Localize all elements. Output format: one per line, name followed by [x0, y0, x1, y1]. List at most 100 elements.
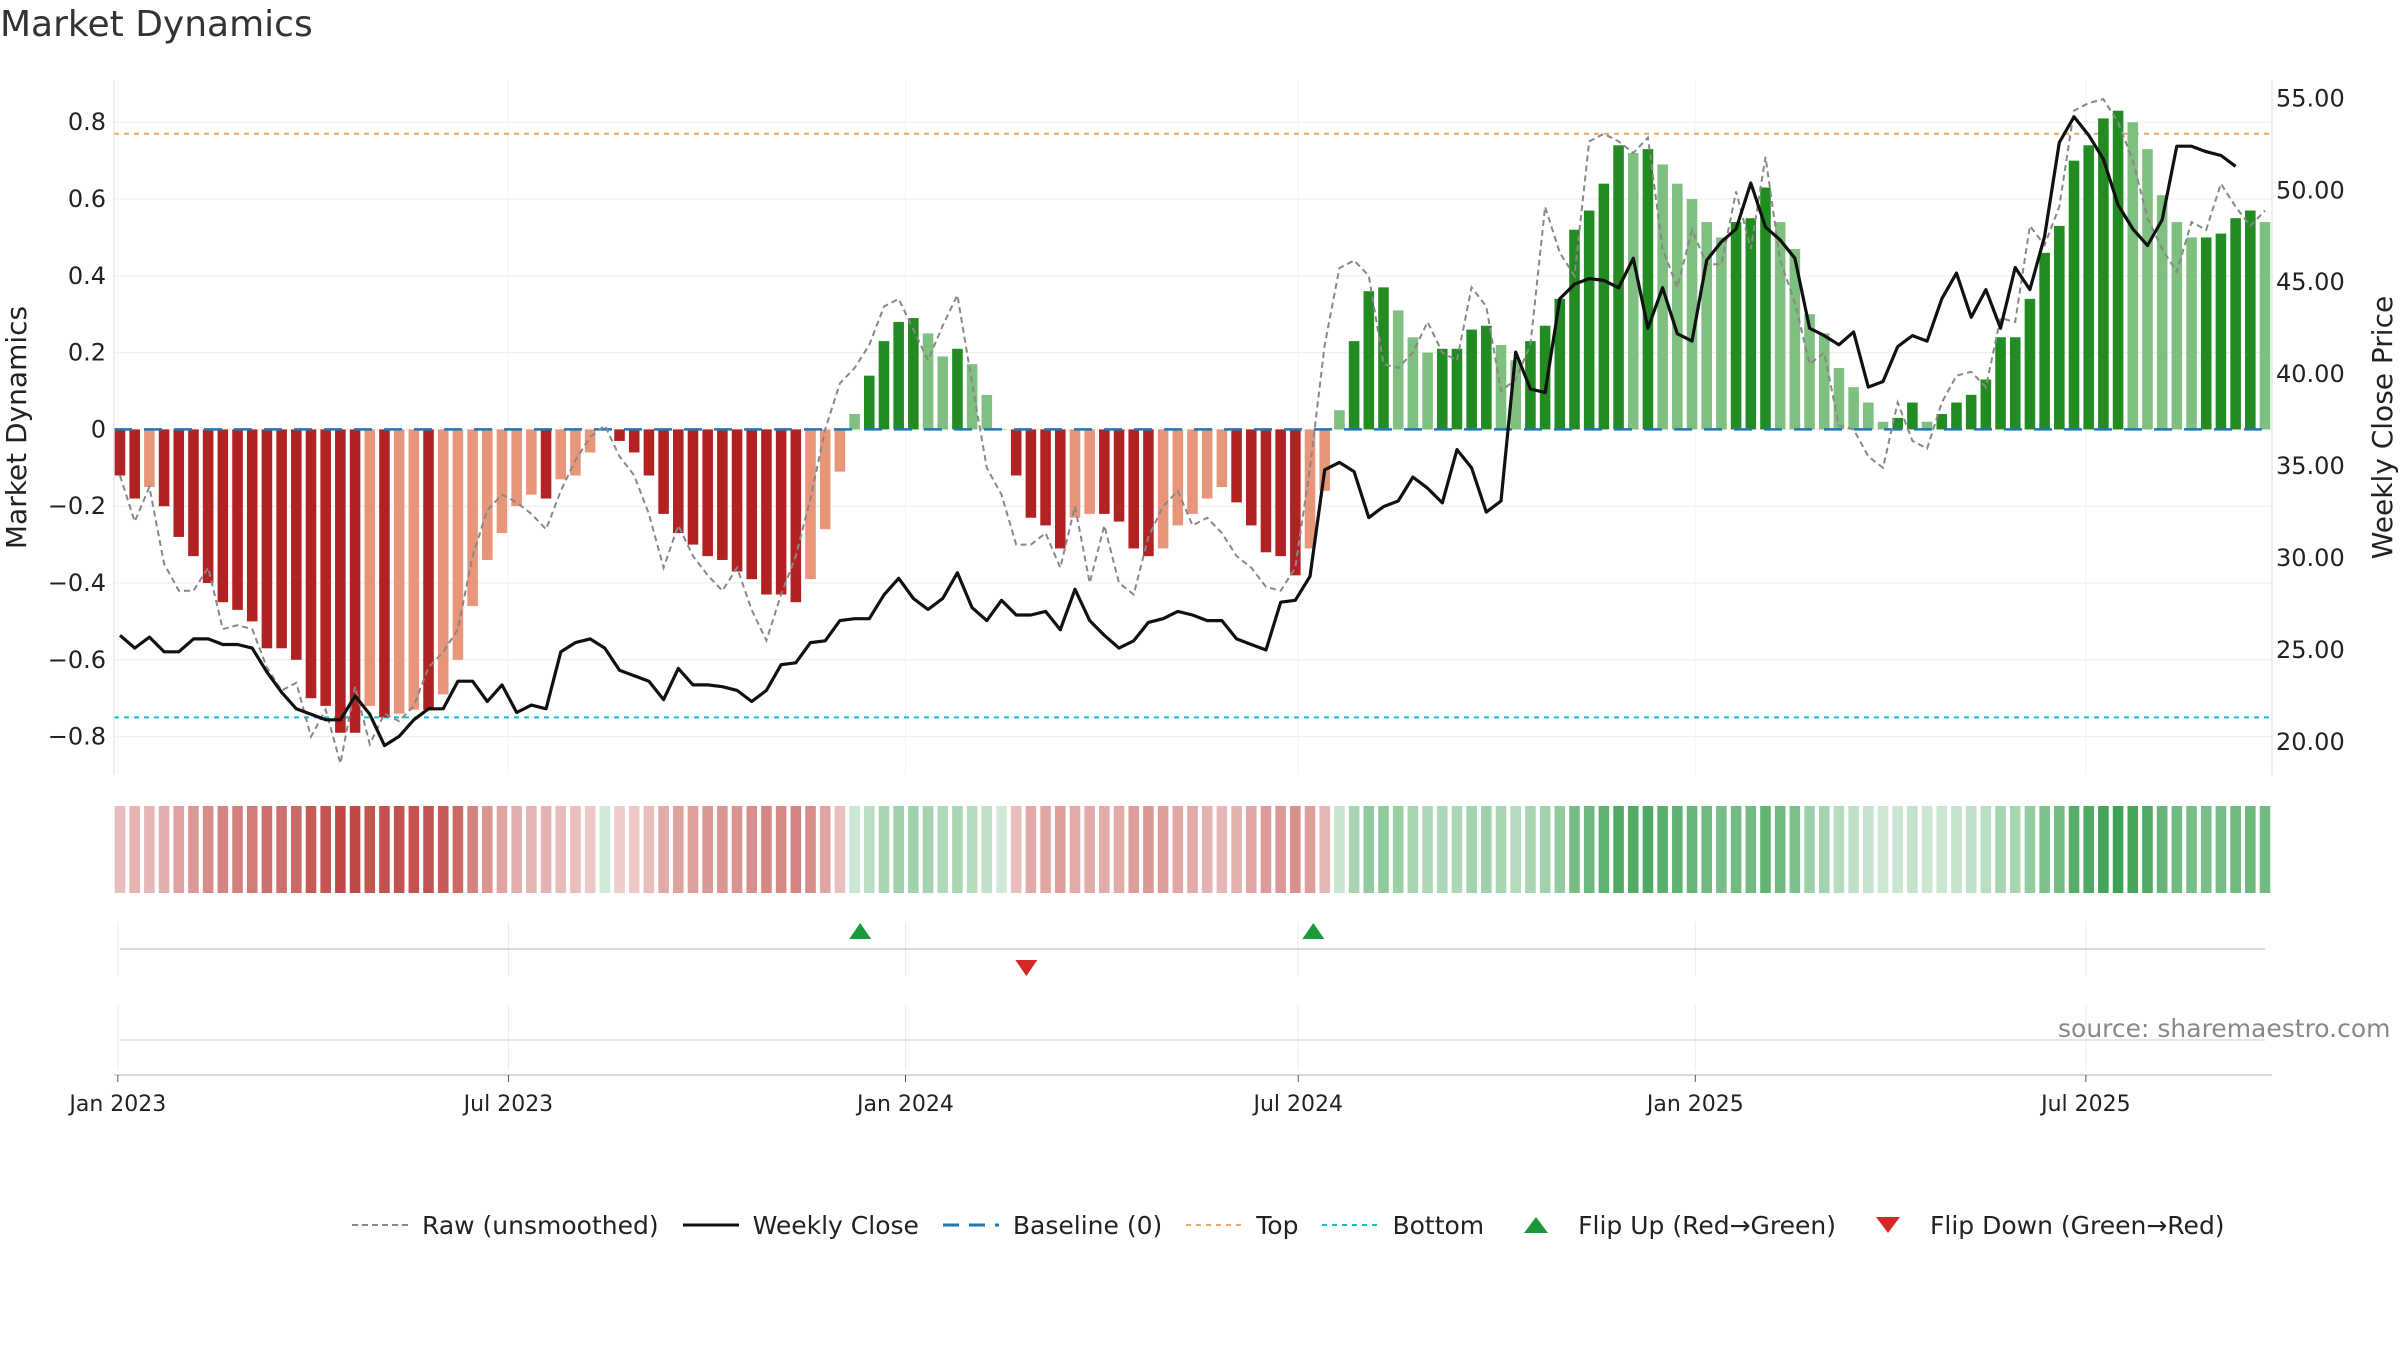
bar [1657, 164, 1668, 430]
strip-cell [2039, 806, 2050, 893]
strip-cell [893, 806, 904, 893]
x-tick-label: Jan 2024 [855, 1092, 954, 1117]
y-axis-title: Market Dynamics [0, 306, 33, 549]
bar [1422, 352, 1433, 430]
legend-item-baseline: Baseline (0) [941, 1211, 1162, 1240]
y-tick-label: −0.4 [48, 569, 106, 597]
flip-panel [117, 922, 2265, 976]
strip-cell [1774, 806, 1786, 893]
bar [672, 429, 684, 534]
x-tick-label: Jul 2023 [462, 1092, 554, 1117]
y-tick-label: 0.8 [68, 108, 106, 136]
bar [129, 429, 140, 499]
bar [922, 333, 934, 430]
bar [1128, 429, 1140, 549]
chart-title: Market Dynamics [0, 4, 313, 45]
regime-strip [114, 806, 2271, 893]
y2-axis-title: Weekly Close Price [2366, 296, 2399, 559]
bar [1481, 325, 1492, 430]
strip-cell [672, 806, 684, 893]
bar [423, 429, 434, 710]
bar [1863, 402, 1874, 430]
y-tick-label: −0.2 [48, 492, 106, 520]
bar [1054, 429, 1066, 549]
strip-cell [584, 806, 596, 893]
bar [658, 429, 669, 514]
bar [1231, 429, 1242, 503]
y2-tick-label: 20.00 [2276, 728, 2345, 756]
strip-cell [2142, 806, 2153, 893]
bar [2112, 110, 2124, 430]
strip-cell [1157, 806, 1169, 893]
strip-cell [834, 806, 846, 893]
strip-cell [805, 806, 816, 893]
strip-cell [790, 806, 802, 893]
bar [2083, 145, 2094, 430]
flip-up-marker [849, 923, 872, 939]
strip-cell [1099, 806, 1110, 893]
strip-cell [1730, 806, 1742, 893]
bar [1010, 429, 1022, 476]
strip-cell [217, 806, 229, 893]
legend-swatch-close [682, 1223, 739, 1227]
strip-cell [878, 806, 890, 893]
strip-cell [276, 806, 287, 893]
bar [1804, 314, 1815, 430]
strip-cell [1833, 806, 1845, 893]
y2-tick-label: 35.00 [2276, 452, 2345, 480]
y2-tick-label: 50.00 [2276, 176, 2345, 204]
bar [173, 429, 185, 537]
bar [937, 356, 949, 430]
y2-tick-label: 55.00 [2276, 84, 2345, 112]
bar [1833, 367, 1845, 430]
strip-cell [1348, 806, 1360, 893]
y-tick-label: 0.2 [68, 339, 106, 367]
bar [702, 429, 713, 557]
strip-cell [1245, 806, 1257, 893]
strip-cell [173, 806, 185, 893]
bar [981, 394, 993, 430]
bar [628, 429, 640, 453]
legend-label: Weekly Close [752, 1210, 919, 1240]
strip-cell [1363, 806, 1375, 893]
bar [731, 429, 743, 572]
bar [1099, 429, 1110, 514]
bar [1348, 341, 1360, 430]
y2-tick-label: 40.00 [2276, 360, 2345, 388]
legend-item-close: Weekly Close [681, 1211, 919, 1240]
bar [1025, 429, 1037, 518]
strip-cell [2112, 806, 2124, 893]
bar [643, 429, 655, 476]
bar [893, 321, 904, 430]
strip-cell [1965, 806, 1977, 893]
strip-cell [305, 806, 317, 893]
x-tick-label: Jan 2025 [1645, 1092, 1744, 1117]
y-tick-label: −0.6 [48, 646, 106, 674]
strip-cell [1378, 806, 1389, 893]
strip-cell [1466, 806, 1477, 893]
legend-swatch-flipdown [1876, 1217, 1901, 1233]
bar [1907, 402, 1918, 430]
y-tick-label: −0.8 [48, 723, 106, 751]
bar [1774, 222, 1786, 430]
bar [1965, 394, 1977, 430]
strip-cell [819, 806, 831, 893]
bar [1745, 218, 1757, 430]
bar [1392, 310, 1404, 430]
strip-cell [570, 806, 581, 893]
legend: Raw (unsmoothed) Weekly Close Baseline (0)… [350, 1205, 2247, 1245]
axes: −0.8 −0.6 −0.4 −0.2 0 0.2 0.4 0.6 0.8 20.00 25.00 3… [0, 80, 2399, 775]
strip-cell [1201, 806, 1213, 893]
strip-cell [144, 806, 155, 893]
strip-cell [1010, 806, 1022, 893]
legend-item-top: Top [1184, 1211, 1298, 1240]
strip-cell [114, 806, 126, 893]
bar [2098, 118, 2109, 430]
strip-cell [379, 806, 390, 893]
strip-cell [1495, 806, 1507, 893]
strip-cell [1436, 806, 1448, 893]
legend-swatch-baseline [942, 1223, 999, 1227]
strip-cell [599, 806, 611, 893]
strip-cell [555, 806, 567, 893]
bar [1275, 429, 1286, 557]
